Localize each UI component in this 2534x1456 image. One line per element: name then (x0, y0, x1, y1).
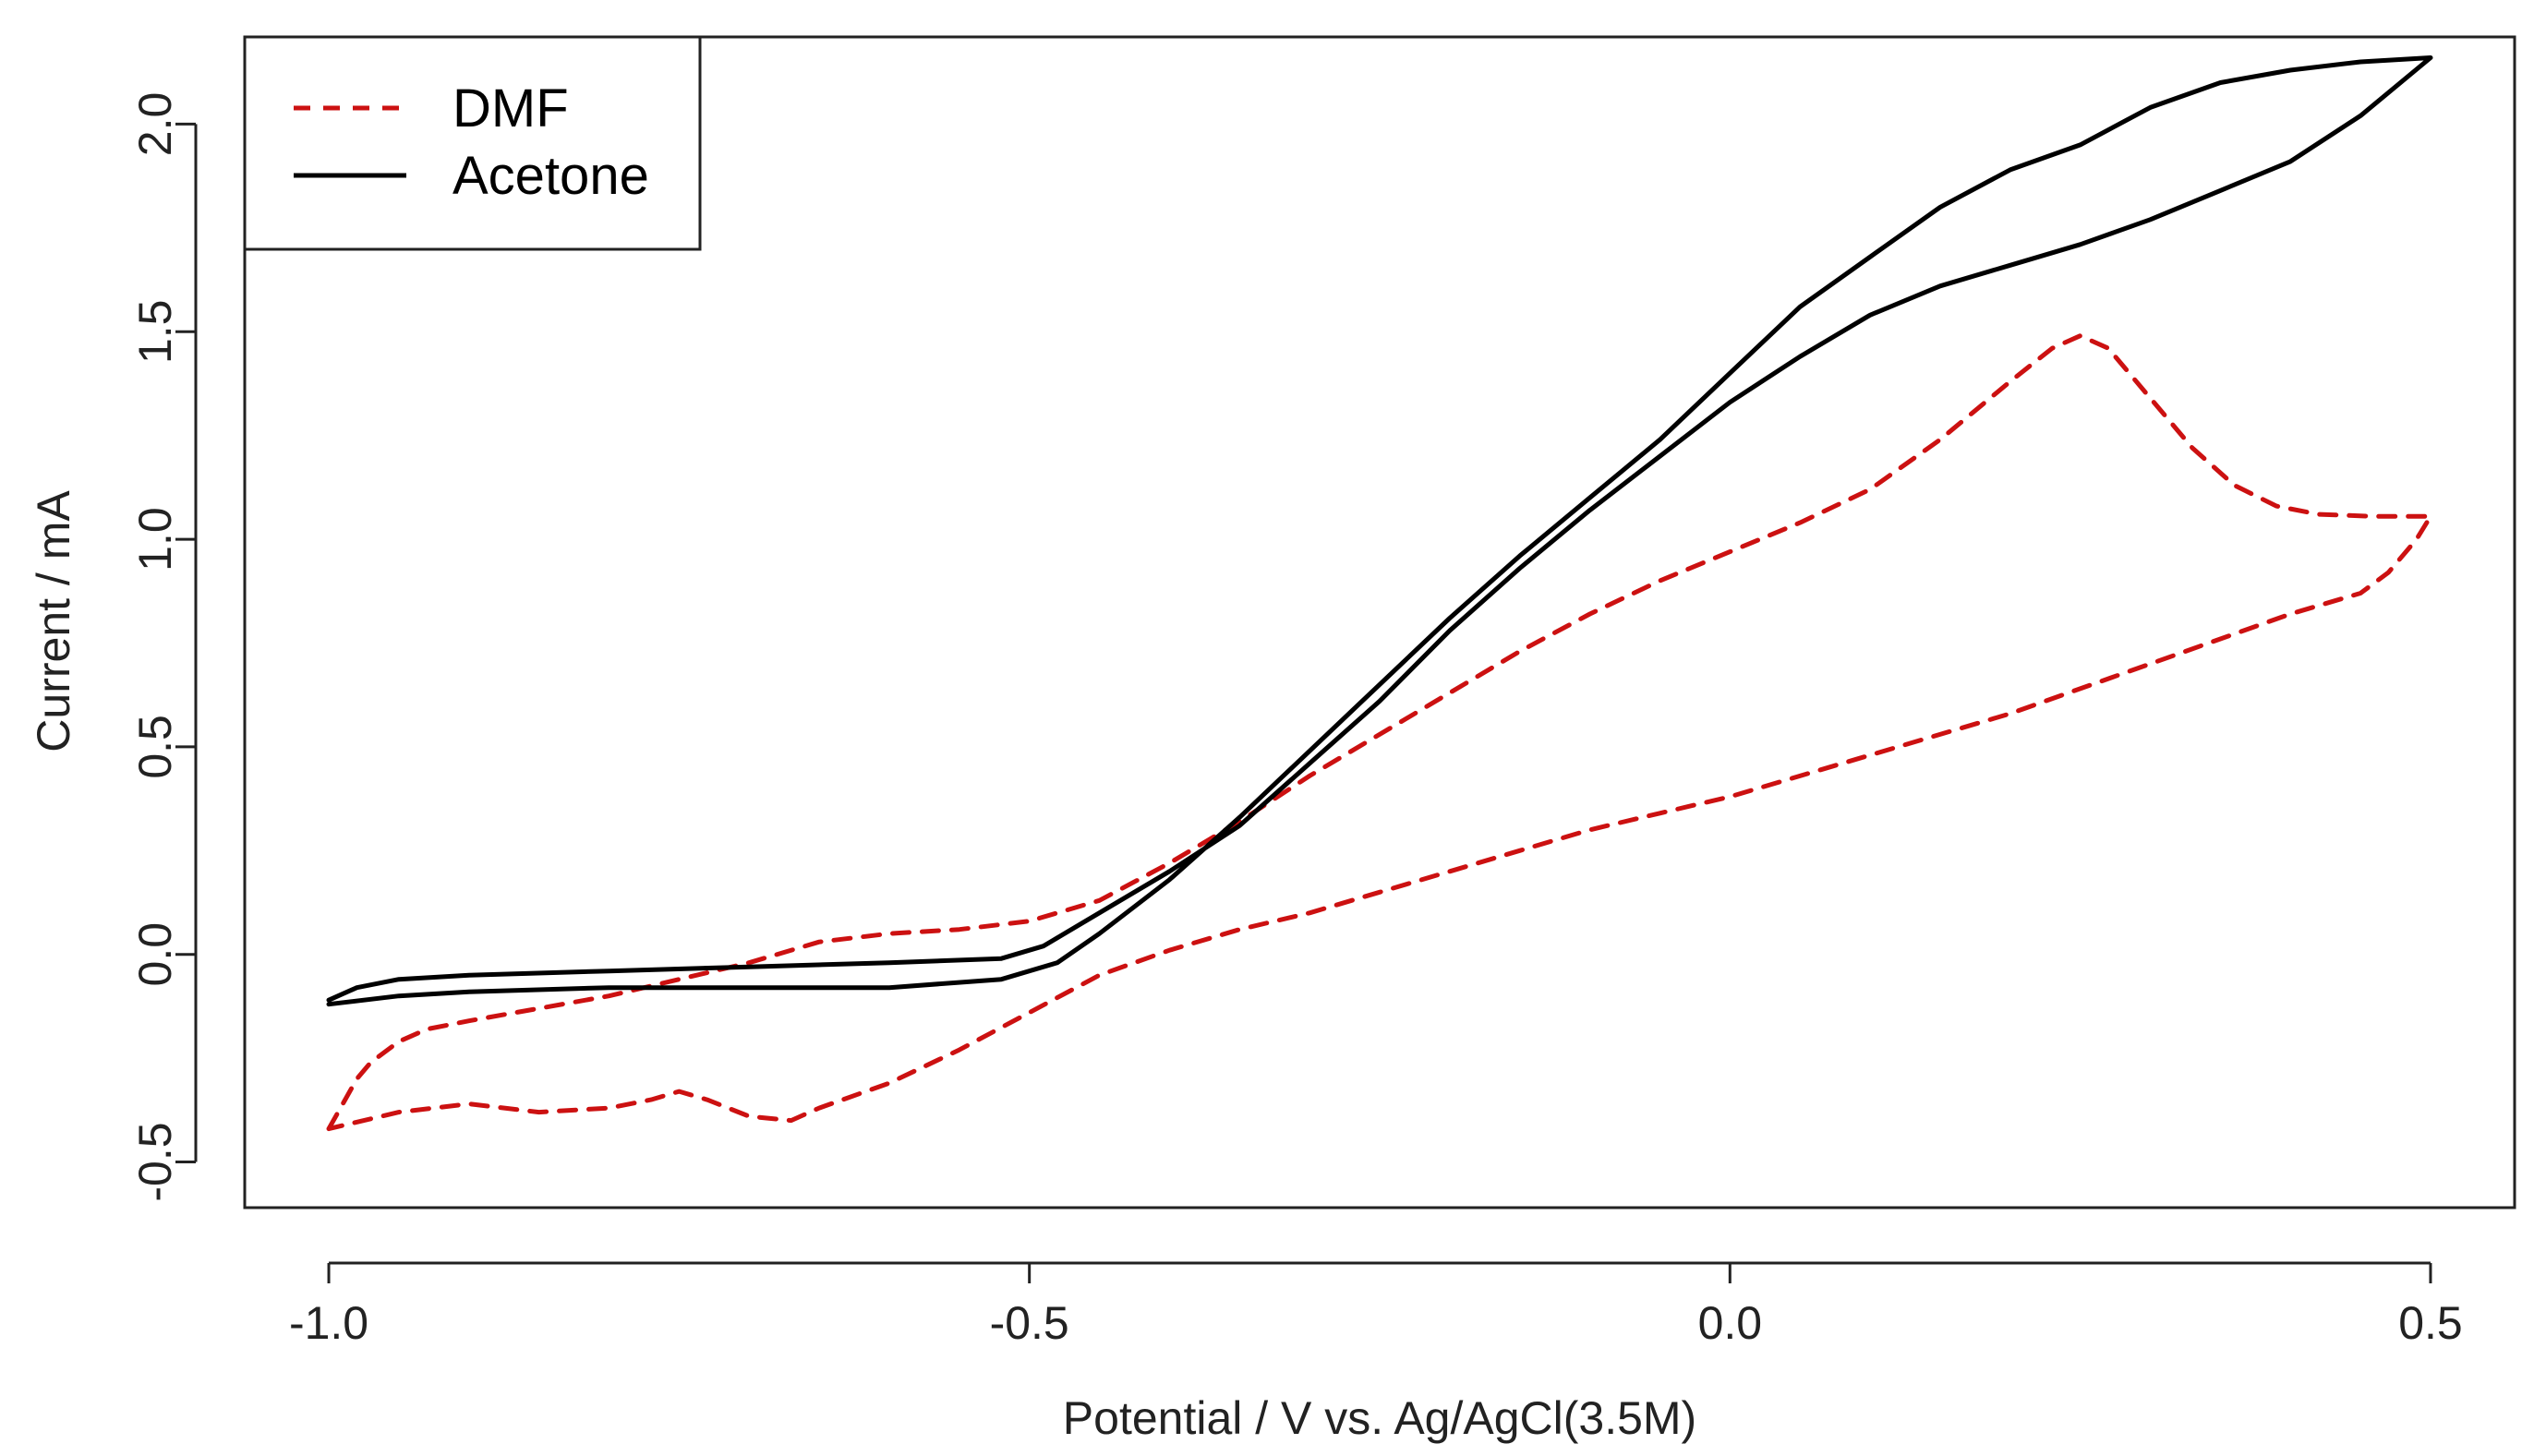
y-axis: -0.5 0.0 0.5 1.0 1.5 2.0 (129, 92, 198, 1202)
y-tick-label: 1.5 (129, 299, 181, 364)
x-axis-label: Potential / V vs. Ag/AgCl(3.5M) (1063, 1392, 1696, 1444)
x-tick-label: 0.5 (2398, 1297, 2463, 1349)
legend-label-acetone: Acetone (452, 146, 649, 206)
y-tick-label: 1.0 (129, 507, 181, 572)
legend-box (243, 35, 702, 251)
y-tick-label: 2.0 (129, 92, 181, 157)
x-tick-label: -0.5 (990, 1297, 1069, 1349)
series-layer (326, 55, 2433, 1132)
series-line-acetone (326, 55, 2433, 1007)
legend-label-dmf: DMF (452, 78, 569, 138)
y-axis-label: Current / mA (28, 490, 79, 752)
y-tick-label: 0.0 (129, 922, 181, 987)
y-tick-label: 0.5 (129, 715, 181, 779)
series-line-dmf (326, 333, 2433, 1132)
plot-frame (243, 35, 2516, 1209)
legend: DMF Acetone (243, 35, 702, 251)
x-tick-label: -1.0 (289, 1297, 368, 1349)
x-tick-label: 0.0 (1698, 1297, 1763, 1349)
x-axis: -1.0 -0.5 0.0 0.5 (289, 1261, 2463, 1349)
y-tick-label: -0.5 (129, 1122, 181, 1201)
